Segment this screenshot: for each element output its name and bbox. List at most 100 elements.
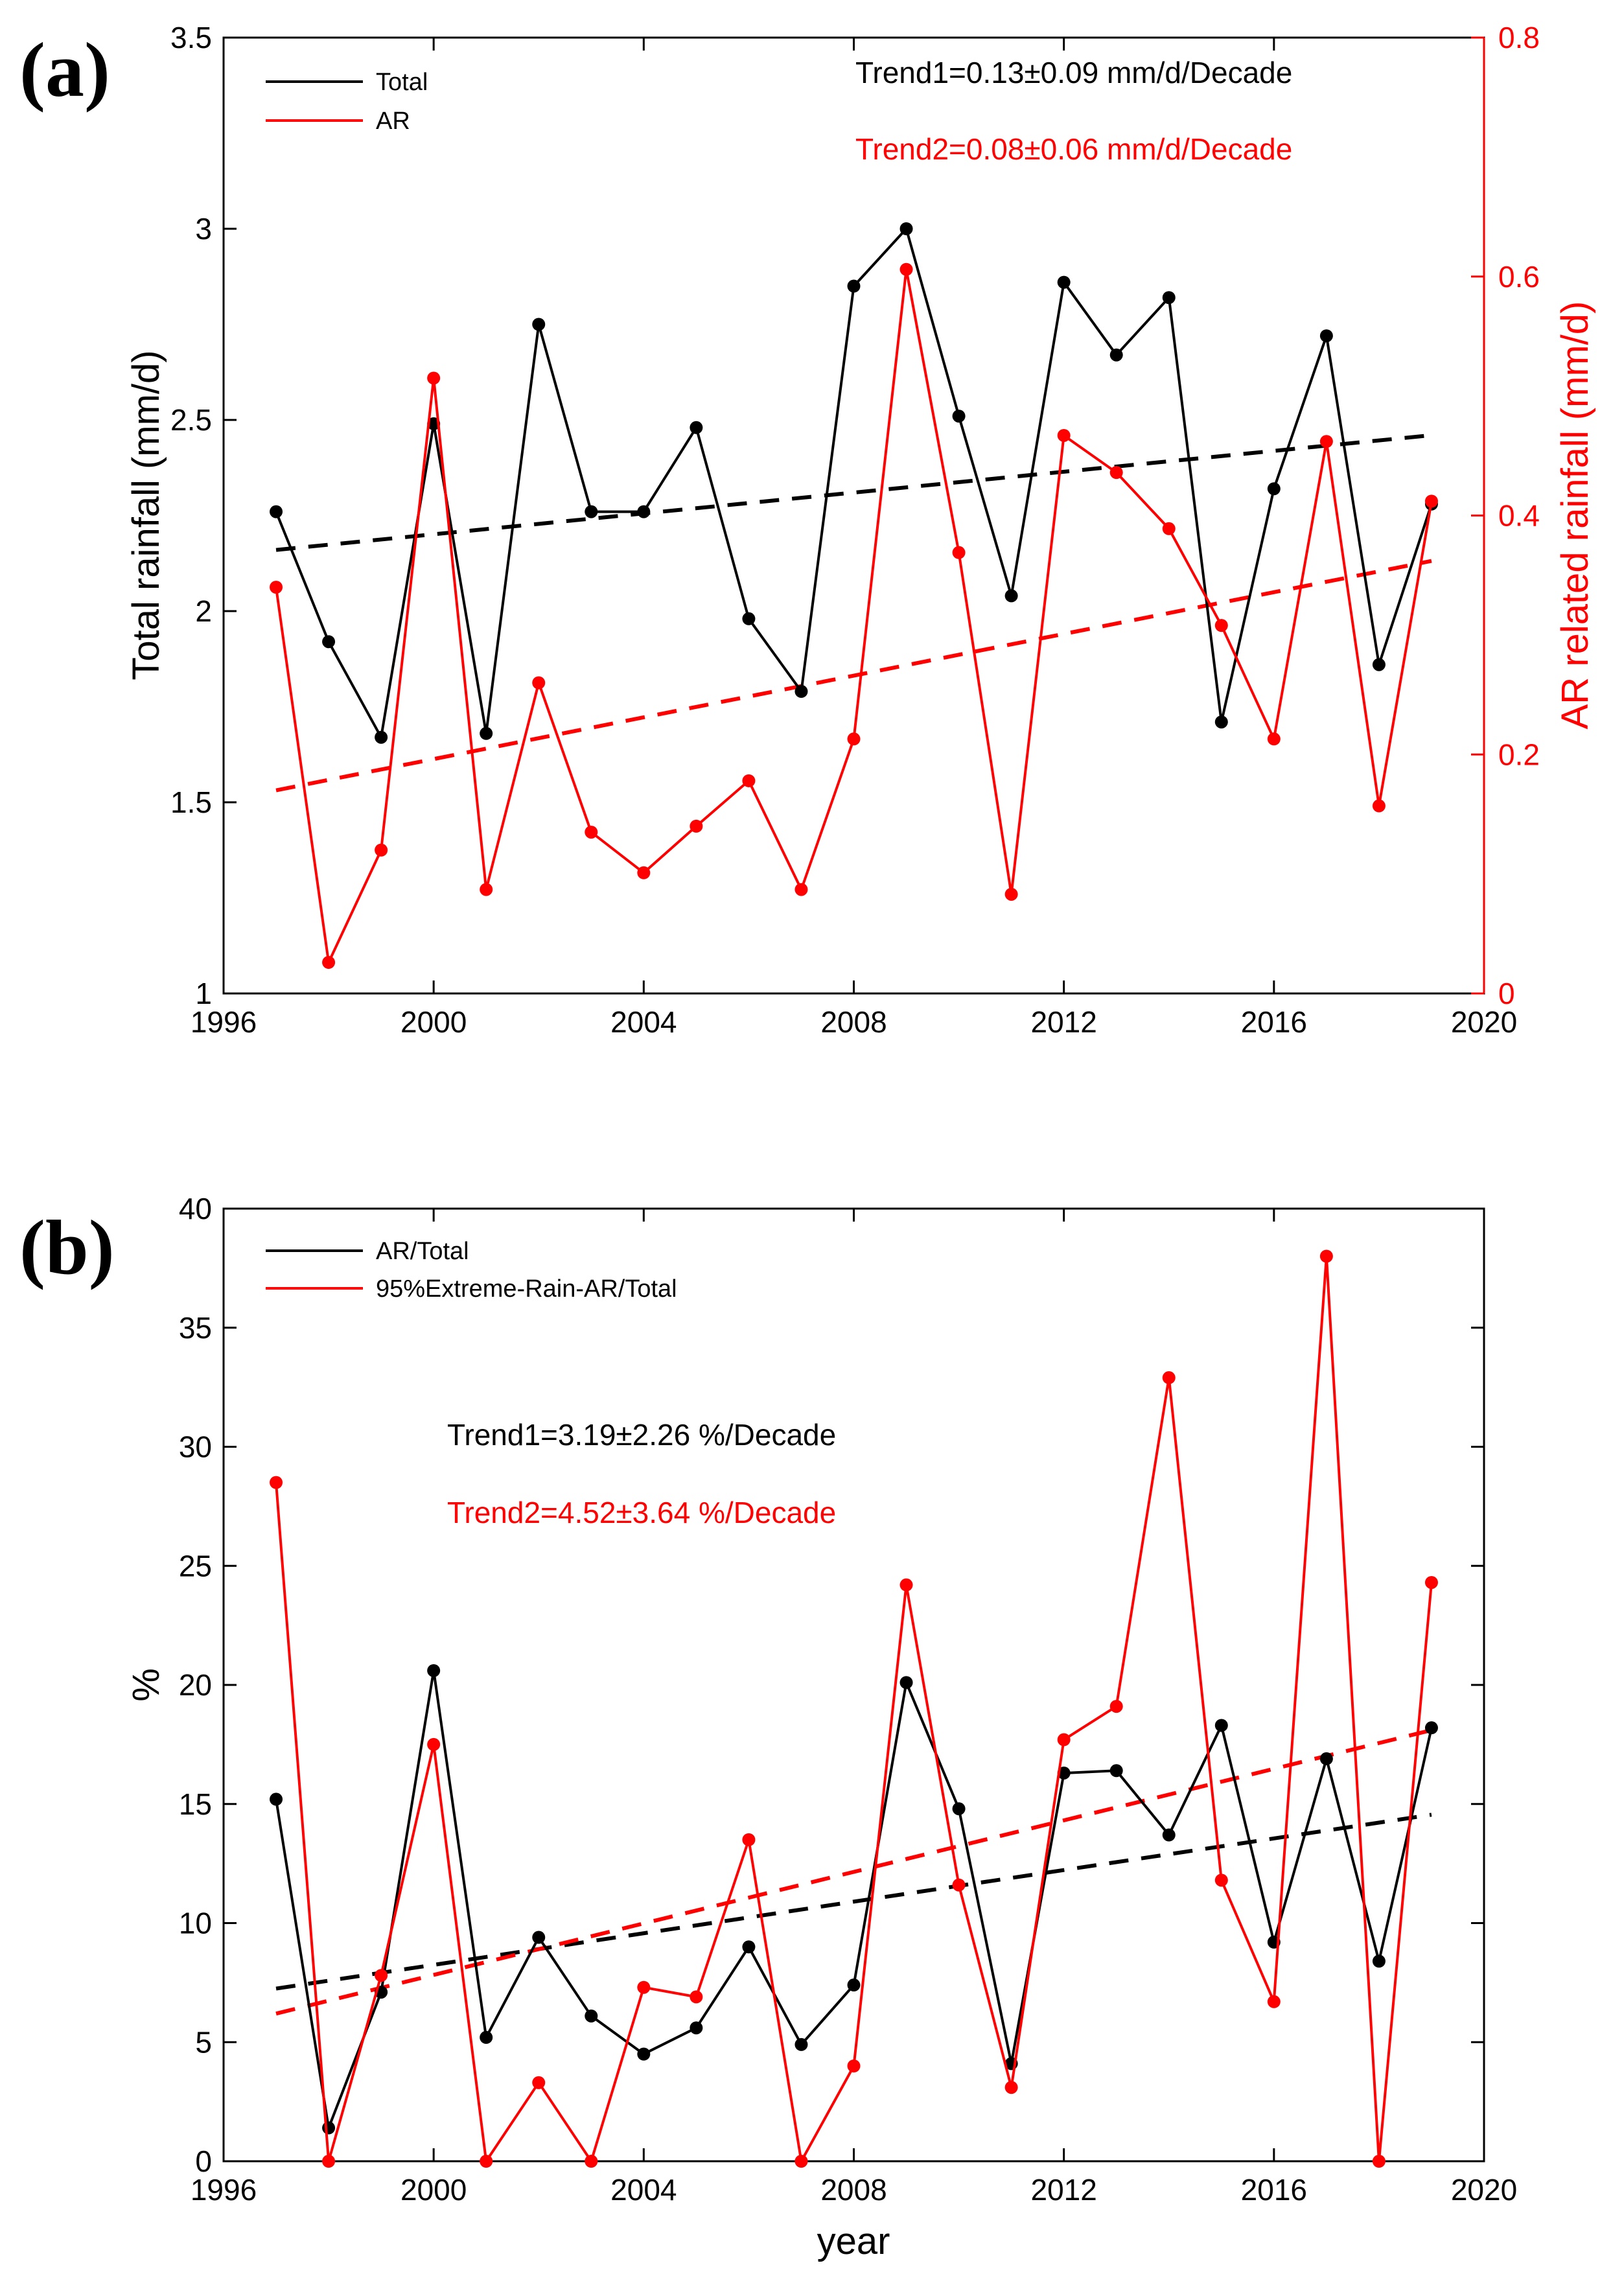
legend-label-ar: AR (376, 108, 410, 135)
data-point (795, 684, 808, 698)
data-point (585, 826, 598, 839)
data-point (427, 1737, 441, 1751)
data-point (375, 843, 388, 857)
data-point (1109, 1764, 1123, 1778)
data-point (1372, 658, 1386, 671)
y-axis-title-b: % (125, 1668, 167, 1702)
data-point (847, 279, 861, 293)
data-point (1424, 1575, 1438, 1589)
ticks-b: 1996 2000 2004 2008 2012 2016 2020 0 5 10 15 20 25 30… (179, 1192, 1517, 2207)
data-point (322, 2155, 336, 2168)
data-point (532, 2076, 546, 2089)
data-point (637, 505, 651, 518)
data-point (1319, 329, 1333, 343)
panel-label-b: (b) (19, 1204, 115, 1290)
y-tick-label: 5 (195, 2025, 212, 2059)
y2-tick-label: 0 (1498, 977, 1515, 1010)
data-point (480, 726, 493, 740)
panel-a: (a) 1996 2000 2004 2008 2012 2016 2020 1 1.5 2 2.5… (19, 21, 1596, 1039)
data-point (952, 1878, 966, 1892)
data-point (742, 1940, 756, 1954)
data-point (742, 774, 756, 787)
y-tick-label: 3.5 (170, 21, 212, 54)
trend2-annotation-a: Trend2=0.08±0.06 mm/d/Decade (855, 132, 1292, 166)
data-point (847, 1978, 861, 1992)
trend1-annotation-a: Trend1=0.13±0.09 mm/d/Decade (855, 56, 1292, 89)
data-point (952, 546, 966, 559)
data-point (795, 2155, 808, 2168)
x-tick-label: 2008 (820, 1005, 887, 1039)
data-point (375, 730, 388, 744)
data-point (1162, 291, 1176, 305)
data-point (1214, 1874, 1228, 1887)
x-tick-label: 2016 (1241, 2173, 1307, 2207)
legend-b: AR/Total 95%Extreme-Rain-AR/Total (266, 1238, 677, 1303)
y2-tick-label: 0.8 (1498, 21, 1540, 54)
x-tick-label: 2012 (1030, 2173, 1096, 2207)
panel-label-a: (a) (19, 27, 110, 113)
data-point (585, 2009, 598, 2023)
y-tick-label: 10 (179, 1907, 212, 1940)
y-tick-label: 30 (179, 1430, 212, 1464)
data-point (1319, 1249, 1333, 1263)
data-point (847, 2059, 861, 2072)
data-point (1372, 799, 1386, 813)
data-point (1319, 435, 1333, 448)
trend-line (275, 1728, 1432, 2016)
data-point (1214, 619, 1228, 632)
series-layer-a (270, 222, 1438, 969)
data-point (1267, 1995, 1281, 2008)
y2-tick-label: 0.6 (1498, 260, 1540, 294)
y2-tick-label: 0.2 (1498, 737, 1540, 771)
data-point (270, 1476, 283, 1489)
data-point (1004, 887, 1018, 901)
y-tick-label: 1 (195, 977, 212, 1010)
x-tick-label: 2004 (610, 1005, 677, 1039)
data-point (322, 956, 336, 969)
y-tick-label: 20 (179, 1668, 212, 1702)
data-point (480, 2030, 493, 2044)
data-point (1162, 1828, 1176, 1842)
data-point (1372, 1955, 1386, 1968)
trend-layer-a (275, 433, 1432, 793)
data-point (427, 1664, 441, 1677)
data-point (1004, 589, 1018, 603)
data-point (1109, 348, 1123, 362)
data-point (1162, 1371, 1176, 1384)
data-point (899, 1578, 913, 1592)
data-point (322, 635, 336, 649)
legend-label-total: Total (376, 69, 428, 96)
data-point (1057, 275, 1071, 289)
data-point (690, 819, 703, 833)
legend-label-extreme: 95%Extreme-Rain-AR/Total (376, 1275, 677, 1303)
y-tick-label: 0 (195, 2144, 212, 2178)
trend-line (275, 1813, 1432, 1991)
data-point (585, 2155, 598, 2168)
legend-label-ar-total: AR/Total (376, 1238, 469, 1265)
data-point (637, 866, 651, 879)
y-tick-label: 3 (195, 212, 212, 246)
data-point (532, 318, 546, 331)
plot-frame-b (222, 1207, 1485, 2163)
data-point (1267, 482, 1281, 496)
data-point (742, 1833, 756, 1846)
data-point (1109, 1700, 1123, 1713)
data-point (270, 505, 283, 518)
ticks-a: 1996 2000 2004 2008 2012 2016 2020 1 1.5 2 2.5 3 3.5… (170, 21, 1540, 1039)
y-axis-title-a: Total rainfall (mm/d) (125, 350, 167, 680)
data-point (1424, 1721, 1438, 1735)
data-point (1214, 1719, 1228, 1732)
data-point (270, 581, 283, 594)
data-point (375, 1969, 388, 1982)
y-tick-label: 2 (195, 594, 212, 628)
data-point (1424, 494, 1438, 508)
data-point (1004, 2081, 1018, 2094)
data-point (1267, 732, 1281, 746)
data-point (952, 1802, 966, 1816)
data-point (742, 612, 756, 625)
data-point (795, 2037, 808, 2051)
y-tick-label: 25 (179, 1549, 212, 1583)
data-point (322, 2121, 336, 2135)
series-layer-b (270, 1249, 1438, 2168)
data-point (795, 883, 808, 896)
